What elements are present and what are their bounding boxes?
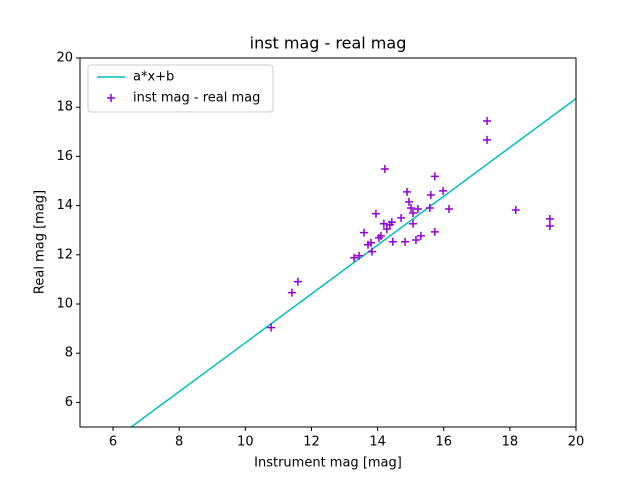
point bbox=[380, 164, 389, 173]
legend-box bbox=[87, 64, 274, 113]
point bbox=[388, 237, 397, 246]
y-tick-label: 14 bbox=[56, 198, 73, 213]
point bbox=[355, 251, 364, 260]
fit-line bbox=[130, 97, 576, 427]
point bbox=[376, 231, 385, 240]
y-tick-label: 10 bbox=[56, 297, 73, 312]
point bbox=[387, 218, 396, 227]
x-tick-label: 6 bbox=[109, 435, 117, 450]
point bbox=[408, 208, 417, 217]
y-tick-label: 8 bbox=[65, 346, 73, 361]
point bbox=[267, 323, 276, 332]
legend-label: inst mag - real mag bbox=[133, 91, 260, 106]
point bbox=[408, 219, 417, 228]
point bbox=[360, 228, 369, 237]
x-tick-label: 14 bbox=[369, 435, 386, 450]
y-tick-label: 12 bbox=[56, 247, 73, 262]
x-tick-label: 16 bbox=[435, 435, 452, 450]
point bbox=[426, 191, 435, 200]
point bbox=[367, 247, 376, 256]
point bbox=[439, 186, 448, 195]
chart-title: inst mag - real mag bbox=[250, 34, 407, 53]
point bbox=[379, 219, 388, 228]
plot-frame bbox=[79, 57, 577, 428]
point bbox=[430, 172, 439, 181]
y-tick-label: 20 bbox=[56, 51, 73, 66]
legend-swatch bbox=[107, 94, 115, 102]
point bbox=[397, 213, 406, 222]
x-tick-label: 8 bbox=[175, 435, 183, 450]
point bbox=[287, 288, 296, 297]
point bbox=[411, 236, 420, 245]
point bbox=[366, 238, 375, 247]
point bbox=[511, 206, 520, 215]
point bbox=[405, 197, 414, 206]
point bbox=[413, 205, 422, 214]
x-tick-label: 12 bbox=[303, 435, 320, 450]
point bbox=[483, 135, 492, 144]
point bbox=[545, 214, 554, 223]
point bbox=[445, 205, 454, 214]
point bbox=[371, 209, 380, 218]
point bbox=[425, 204, 434, 213]
point bbox=[293, 277, 302, 286]
legend-label: a*x+b bbox=[133, 70, 174, 85]
y-tick-label: 18 bbox=[56, 100, 73, 115]
x-axis-label: Instrument mag [mag] bbox=[254, 456, 402, 471]
point bbox=[545, 222, 554, 231]
point bbox=[382, 224, 391, 233]
point bbox=[350, 253, 359, 262]
y-tick-label: 16 bbox=[56, 149, 73, 164]
x-tick-label: 20 bbox=[568, 435, 585, 450]
point bbox=[403, 187, 412, 196]
point bbox=[401, 237, 410, 246]
point bbox=[416, 231, 425, 240]
x-tick-label: 18 bbox=[502, 435, 519, 450]
point bbox=[406, 204, 415, 213]
point bbox=[430, 227, 439, 236]
point bbox=[483, 116, 492, 125]
y-tick-label: 6 bbox=[65, 395, 73, 410]
x-tick-label: 10 bbox=[237, 435, 254, 450]
y-axis-label: Real mag [mag] bbox=[33, 190, 48, 294]
